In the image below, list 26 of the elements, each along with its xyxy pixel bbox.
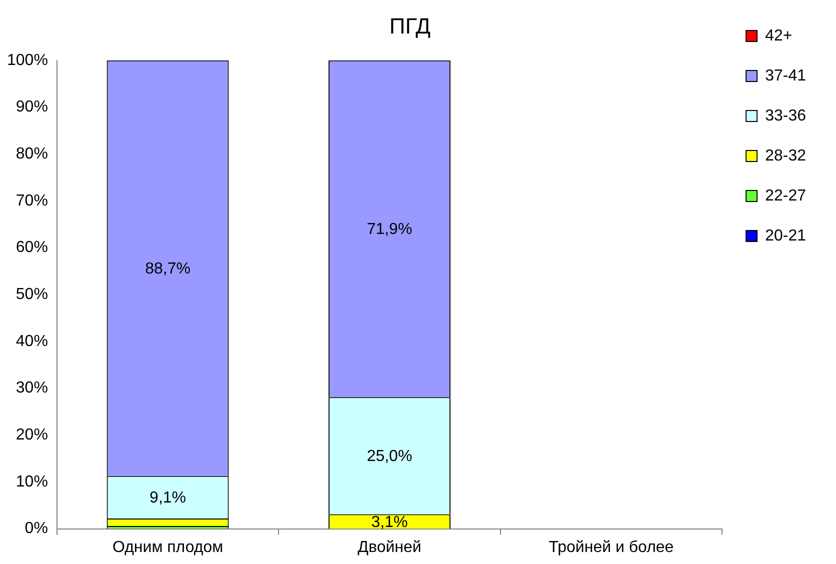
y-tick-label: 90% — [16, 98, 48, 116]
legend-label: 33-36 — [765, 107, 806, 124]
legend-label: 22-27 — [765, 187, 806, 204]
data-label: 3,1% — [371, 514, 408, 531]
legend-label: 28-32 — [765, 147, 806, 164]
y-tick-label: 20% — [16, 426, 48, 444]
y-tick-label: 50% — [16, 286, 48, 304]
y-tick-label: 70% — [16, 192, 48, 210]
x-tick-label: Двойней — [358, 538, 422, 556]
x-tick-label: Одним плодом — [112, 538, 224, 556]
y-tick-label: 40% — [16, 332, 48, 350]
y-tick-label: 10% — [16, 473, 48, 490]
y-tick-label: 60% — [16, 239, 48, 256]
y-tick-label: 0% — [24, 520, 48, 538]
legend-label: 37-41 — [765, 67, 806, 84]
y-tick-label: 100% — [7, 52, 48, 69]
data-label: 71,9% — [366, 221, 412, 238]
chart-title: ПГД — [389, 13, 431, 38]
x-tick-label: Тройней и более — [548, 538, 674, 556]
y-tick-label: 30% — [16, 380, 48, 397]
data-label: 88,7% — [145, 260, 190, 278]
legend-label: 20-21 — [765, 227, 806, 244]
data-label: 25,0% — [366, 448, 412, 466]
legend-label: 42+ — [765, 27, 792, 44]
y-tick-label: 80% — [16, 145, 48, 162]
data-label: 9,1% — [150, 490, 186, 507]
